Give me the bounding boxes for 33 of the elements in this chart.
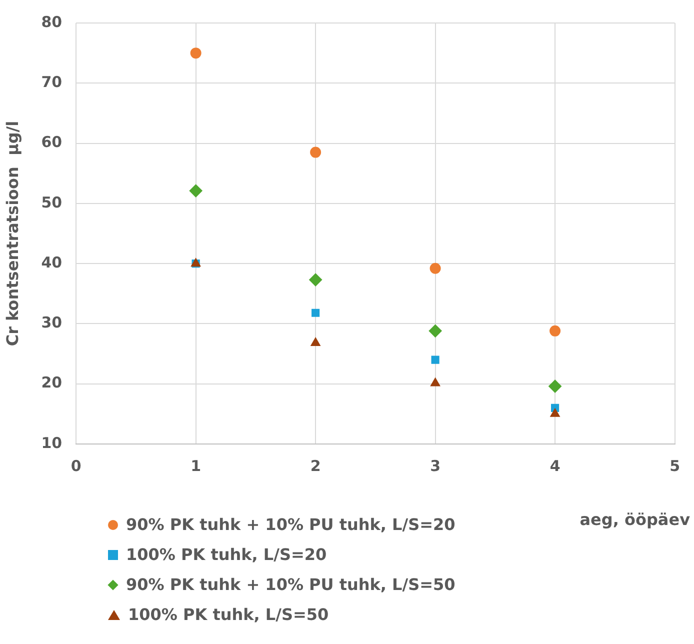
point — [430, 378, 440, 386]
point — [430, 262, 441, 274]
point — [309, 273, 322, 286]
y-tick-label: 80 — [41, 12, 62, 31]
point — [548, 380, 562, 393]
x-tick-label: 1 — [190, 456, 202, 475]
x-tick-label: 3 — [430, 456, 441, 475]
point — [428, 324, 442, 338]
legend-label: 90% PK tuhk + 10% PU tuhk, L/S=50 — [126, 574, 456, 596]
point — [312, 308, 320, 317]
point — [310, 146, 322, 158]
x-axis-title: aeg, ööpäev — [580, 510, 690, 529]
y-tick-label: 60 — [41, 133, 62, 152]
y-axis-title: Cr kontsentratsioon µg/l — [2, 120, 22, 346]
y-tick-label: 70 — [41, 73, 62, 92]
x-tick-label: 0 — [70, 456, 82, 475]
x-tick-label: 2 — [310, 456, 321, 475]
y-tick-label: 10 — [41, 434, 62, 452]
point — [310, 337, 320, 346]
y-tick-label: 50 — [41, 193, 62, 212]
legend-label: 90% PK tuhk + 10% PU tuhk, L/S=20 — [126, 514, 456, 536]
point — [550, 408, 560, 417]
legend-label: 100% PK tuhk, L/S=50 — [128, 604, 329, 626]
y-tick-label: 40 — [41, 253, 62, 272]
point — [189, 184, 202, 198]
y-tick-label: 30 — [41, 314, 62, 332]
point — [431, 356, 440, 364]
x-tick-label: 4 — [550, 456, 560, 475]
legend-label: 100% PK tuhk, L/S=20 — [126, 544, 327, 566]
point — [190, 48, 202, 59]
x-tick-label: 5 — [670, 456, 680, 475]
point — [550, 325, 561, 336]
y-tick-label: 20 — [41, 374, 62, 392]
